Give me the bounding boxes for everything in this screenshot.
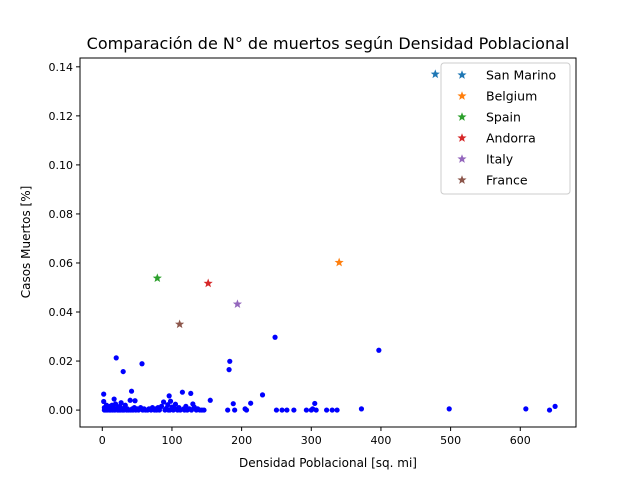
- x-tick-label: 200: [231, 434, 252, 447]
- y-tick-label: 0.04: [49, 306, 74, 319]
- data-point: [201, 407, 207, 413]
- data-point: [279, 407, 285, 413]
- series-point-san-marino: [430, 69, 440, 79]
- legend-marker: [457, 70, 467, 79]
- x-tick-label: 600: [510, 434, 531, 447]
- data-point: [313, 407, 319, 413]
- series-point-italy: [232, 299, 242, 309]
- points-layer: [101, 334, 558, 413]
- data-point: [546, 407, 553, 413]
- data-point: [243, 407, 250, 413]
- x-axis-ticks: 0 100 200 300 400 500 600: [99, 427, 531, 447]
- chart-title: Comparación de N° de muertos según Densi…: [87, 34, 570, 53]
- y-tick-label: 0.14: [49, 61, 74, 74]
- data-point: [248, 400, 254, 406]
- data-point: [226, 367, 232, 373]
- data-point: [324, 407, 330, 413]
- data-point: [188, 390, 194, 397]
- data-point: [139, 361, 145, 367]
- legend-marker: [457, 175, 467, 184]
- series-layer: [152, 69, 440, 329]
- y-tick-label: 0.12: [49, 110, 74, 123]
- data-point: [291, 407, 297, 413]
- legend-frame: [440, 62, 571, 195]
- data-point: [127, 397, 133, 403]
- data-point: [111, 396, 117, 402]
- data-point: [272, 334, 278, 340]
- data-point: [312, 400, 318, 407]
- legend-label: Italy: [486, 152, 514, 167]
- legend-marker: [457, 133, 467, 142]
- data-point: [118, 400, 124, 406]
- data-point: [376, 347, 382, 353]
- legend-label: France: [486, 173, 528, 188]
- x-axis-label: Densidad Poblacional [sq. mi]: [239, 456, 417, 470]
- x-tick-label: 400: [370, 434, 391, 447]
- legend-marker: [457, 91, 467, 100]
- x-tick-label: 0: [99, 434, 106, 447]
- data-point: [166, 393, 172, 399]
- data-point: [158, 403, 165, 409]
- y-tick-label: 0.02: [49, 355, 74, 368]
- data-point: [303, 407, 309, 413]
- data-point: [128, 388, 135, 394]
- data-point: [358, 406, 365, 412]
- data-point: [259, 392, 266, 398]
- legend: San Marino Belgium Spain Andorra Italy France: [440, 62, 571, 195]
- y-axis-ticks: 0.00 0.02 0.04 0.06 0.08 0.10 0.12 0.14: [49, 61, 80, 417]
- y-tick-label: 0.06: [49, 257, 74, 270]
- data-point: [225, 407, 231, 413]
- x-tick-label: 300: [301, 434, 322, 447]
- data-point: [284, 407, 290, 413]
- data-point: [172, 401, 179, 407]
- series-point-spain: [152, 273, 162, 283]
- data-point: [113, 355, 119, 361]
- data-point: [329, 407, 335, 413]
- data-point: [167, 398, 174, 404]
- data-point: [232, 407, 238, 413]
- data-point: [227, 358, 233, 364]
- data-point: [179, 389, 185, 395]
- x-tick-label: 100: [161, 434, 182, 447]
- legend-marker: [457, 112, 467, 121]
- data-point: [161, 399, 167, 405]
- y-axis-label: Casos Muertos [%]: [19, 186, 33, 299]
- data-point: [446, 406, 452, 412]
- plot-frame: [79, 57, 577, 428]
- y-tick-label: 0.10: [49, 159, 74, 172]
- data-point: [273, 407, 280, 413]
- x-tick-label: 500: [440, 434, 461, 447]
- legend-marker: [457, 154, 467, 163]
- data-point: [334, 407, 340, 413]
- series-point-belgium: [334, 257, 344, 267]
- legend-label: Spain: [486, 110, 521, 125]
- data-point: [552, 403, 558, 409]
- legend-label: Belgium: [486, 89, 537, 104]
- y-tick-label: 0.00: [49, 404, 74, 417]
- series-point-andorra: [203, 278, 213, 288]
- y-tick-label: 0.08: [49, 208, 74, 221]
- data-point: [120, 368, 126, 375]
- data-point: [230, 401, 236, 407]
- data-point: [101, 391, 107, 397]
- data-point: [207, 397, 213, 403]
- data-point: [132, 398, 138, 404]
- legend-label: San Marino: [486, 68, 556, 83]
- data-point: [112, 401, 119, 407]
- series-point-france: [175, 319, 185, 329]
- data-point: [523, 406, 529, 412]
- legend-label: Andorra: [486, 131, 536, 146]
- data-point: [101, 398, 107, 405]
